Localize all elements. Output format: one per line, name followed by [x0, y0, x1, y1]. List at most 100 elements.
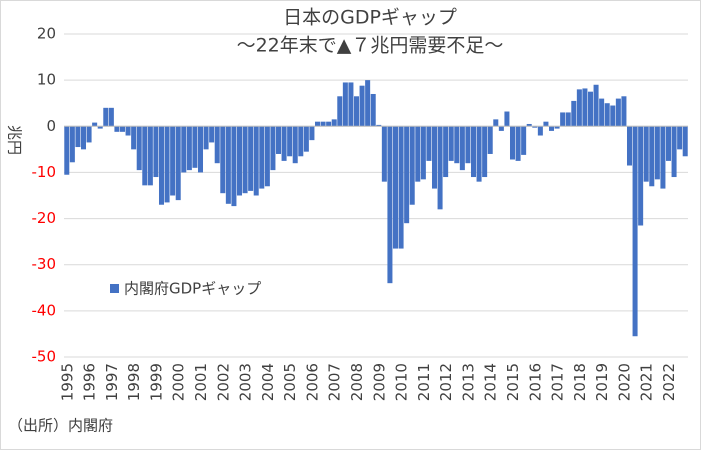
y-tick-label: -40: [32, 301, 57, 319]
bar: [454, 126, 460, 164]
bar: [537, 126, 543, 136]
x-tick-label: 2017: [549, 363, 567, 401]
bar: [677, 126, 683, 150]
bar: [92, 122, 98, 127]
x-tick-label: 2021: [638, 363, 656, 401]
bar: [632, 126, 638, 337]
bar: [665, 126, 672, 161]
bar: [370, 93, 376, 127]
bar: [337, 96, 343, 127]
bar: [470, 126, 477, 178]
bar: [186, 126, 192, 171]
bar: [131, 126, 137, 150]
x-tick-label: 2009: [370, 363, 388, 401]
x-tick-label: 2008: [348, 363, 366, 401]
bar: [259, 126, 265, 189]
bar: [515, 126, 521, 161]
bar: [431, 126, 438, 189]
y-tick-label: -10: [32, 163, 57, 181]
bar: [576, 89, 582, 127]
bar: [103, 107, 109, 127]
chart-title: 日本のGDPギャップ: [283, 7, 457, 29]
bar: [387, 126, 393, 284]
x-tick-label: 1995: [58, 363, 76, 401]
bar: [86, 126, 92, 143]
bar: [626, 126, 633, 166]
bar: [264, 126, 270, 187]
bar: [582, 88, 588, 127]
bar: [621, 96, 627, 127]
bar: [465, 126, 471, 164]
bar: [197, 126, 204, 173]
bar: [253, 126, 259, 196]
y-tick-label: -20: [32, 209, 57, 227]
bar: [587, 91, 594, 127]
bar: [565, 112, 571, 127]
bar: [415, 126, 421, 182]
bar: [437, 126, 443, 210]
bar: [170, 126, 176, 196]
bar: [203, 126, 209, 150]
x-tick-label: 2004: [259, 363, 277, 401]
x-tick-label: 1999: [147, 363, 165, 401]
bar: [281, 126, 287, 161]
bar: [610, 105, 616, 127]
bar: [493, 119, 499, 127]
legend-swatch: [110, 284, 119, 293]
x-tick-label: 1998: [125, 363, 143, 401]
bar: [158, 126, 165, 205]
x-tick-label: 2020: [615, 363, 633, 401]
bar: [64, 126, 70, 175]
bar: [521, 126, 527, 155]
bar: [331, 119, 337, 127]
bar: [643, 126, 649, 182]
x-tick-label: 2001: [192, 363, 210, 401]
x-tick-label: 2003: [237, 363, 255, 401]
bar: [75, 126, 81, 148]
bar: [192, 126, 198, 168]
bar: [526, 123, 532, 127]
bar: [615, 98, 621, 127]
bar: [231, 126, 237, 207]
x-tick-label: 2019: [593, 363, 611, 401]
bar: [292, 126, 298, 164]
bar: [309, 126, 315, 141]
bar: [108, 107, 114, 127]
bar: [153, 126, 159, 178]
bar: [119, 126, 126, 132]
y-tick-label: 20: [37, 25, 56, 43]
bar: [298, 126, 304, 157]
bar: [476, 126, 482, 182]
bar: [654, 126, 660, 180]
bar: [142, 126, 148, 186]
x-tick-label: 2022: [660, 363, 678, 401]
x-tick-label: 2011: [415, 363, 433, 401]
bar: [482, 126, 488, 178]
bar: [498, 126, 504, 131]
bar: [660, 126, 666, 189]
y-axis-label: 兆円: [6, 125, 24, 155]
bar: [532, 126, 538, 128]
bar: [348, 82, 354, 127]
bar: [225, 126, 231, 204]
x-tick-label: 2013: [459, 363, 477, 401]
x-tick-label: 2014: [482, 363, 500, 401]
bar: [114, 126, 120, 132]
bar: [554, 126, 560, 129]
bar: [209, 126, 215, 143]
bar: [175, 126, 181, 201]
bar: [320, 121, 326, 127]
bar: [409, 126, 415, 205]
bar: [326, 121, 332, 127]
bar: [649, 126, 655, 187]
bar: [448, 126, 454, 161]
x-tick-label: 2007: [326, 363, 344, 401]
bar: [365, 80, 371, 127]
source: （出所）内閣府: [8, 417, 113, 435]
bar: [164, 126, 170, 203]
bar: [136, 126, 142, 171]
bar: [270, 126, 276, 171]
bar: [593, 84, 599, 127]
